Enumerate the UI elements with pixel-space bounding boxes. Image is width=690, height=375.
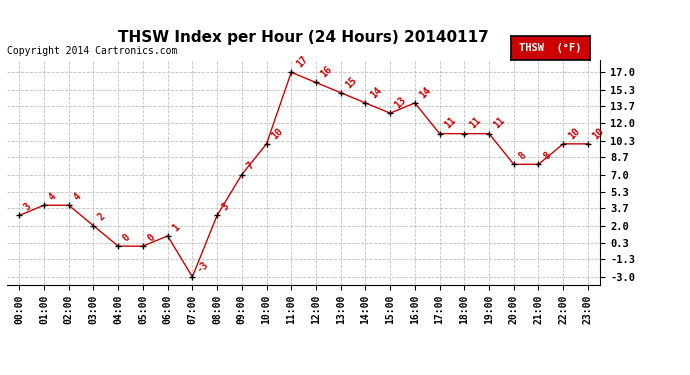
Text: 14: 14: [417, 85, 433, 100]
Text: 11: 11: [442, 116, 457, 131]
Text: 7: 7: [244, 160, 256, 172]
Text: 3: 3: [22, 201, 33, 213]
Text: 4: 4: [47, 191, 58, 202]
Text: 1: 1: [170, 222, 181, 233]
Text: 10: 10: [566, 126, 582, 141]
Text: 11: 11: [467, 116, 482, 131]
Text: 3: 3: [220, 201, 231, 213]
Text: 14: 14: [368, 85, 384, 100]
Text: 2: 2: [96, 211, 108, 223]
Text: Copyright 2014 Cartronics.com: Copyright 2014 Cartronics.com: [7, 45, 177, 56]
Text: -3: -3: [195, 259, 210, 274]
Text: THSW  (°F): THSW (°F): [519, 43, 582, 53]
Text: 10: 10: [591, 126, 606, 141]
Text: 8: 8: [517, 150, 528, 162]
Text: 10: 10: [269, 126, 285, 141]
Text: 0: 0: [146, 232, 157, 243]
Text: 4: 4: [72, 191, 83, 202]
Text: 15: 15: [344, 75, 359, 90]
Text: 8: 8: [541, 150, 553, 162]
Text: 17: 17: [294, 54, 309, 69]
Text: THSW Index per Hour (24 Hours) 20140117: THSW Index per Hour (24 Hours) 20140117: [118, 30, 489, 45]
Text: 16: 16: [319, 64, 334, 80]
Text: 0: 0: [121, 232, 132, 243]
Text: 13: 13: [393, 95, 408, 110]
Text: 11: 11: [492, 116, 507, 131]
